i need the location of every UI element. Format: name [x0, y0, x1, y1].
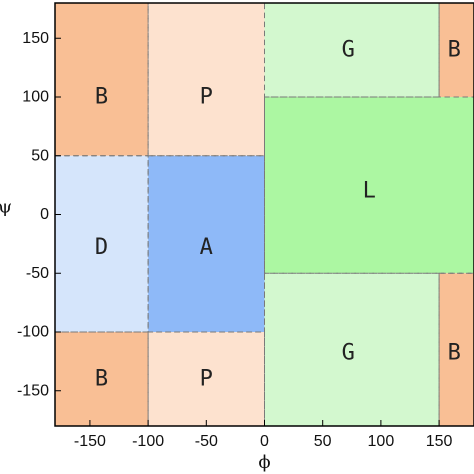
region-boundary-P-bottom — [147, 331, 265, 427]
region-label-P-top: P — [200, 85, 213, 110]
y-tick-label: 150 — [22, 30, 49, 47]
region-label-G-top: G — [342, 38, 355, 63]
region-label-L: L — [363, 179, 376, 204]
region-A — [148, 155, 265, 332]
region-label-G-bottom: G — [342, 341, 355, 366]
region-L — [264, 97, 474, 274]
y-tick-label: -150 — [17, 382, 49, 399]
region-label-B-top-right: B — [448, 38, 461, 63]
region-labels: B P G B L D A G B B P — [95, 38, 461, 392]
region-label-P-bottom: P — [200, 367, 213, 392]
y-tick-label: -50 — [26, 265, 49, 282]
y-tick-label: 100 — [22, 89, 49, 106]
region-G-top — [264, 3, 440, 97]
region-label-B-top-left: B — [95, 85, 108, 110]
region-B-bottom-left — [55, 332, 149, 426]
region-B-top-left — [55, 3, 149, 156]
y-axis-label: ψ — [0, 197, 12, 218]
region-boundary-A — [147, 155, 265, 333]
region-label-B-bottom-right: B — [448, 341, 461, 366]
region-P-top — [148, 3, 265, 156]
region-B-bottom-right — [439, 273, 474, 426]
region-boundary-L — [264, 96, 474, 274]
y-axis-ticks: 150 100 50 0 -50 -100 -150 — [17, 30, 61, 399]
x-tick-label: 0 — [260, 433, 269, 450]
x-tick-label: 100 — [368, 433, 395, 450]
x-tick-label: -100 — [132, 433, 164, 450]
region-label-D: D — [95, 235, 108, 260]
region-D — [55, 155, 149, 332]
region-P-bottom — [148, 332, 265, 426]
y-tick-label: -100 — [17, 324, 49, 341]
region-rects — [55, 3, 474, 426]
region-B-top-right — [439, 3, 474, 97]
region-G-bottom — [264, 273, 440, 426]
x-axis-ticks: -150 -100 -50 0 50 100 150 — [74, 420, 453, 450]
x-tick-label: 50 — [314, 433, 332, 450]
region-label-A: A — [200, 235, 213, 260]
region-label-B-bottom-left: B — [95, 367, 108, 392]
region-boundary-B-bottom-right — [438, 272, 474, 427]
region-boundary-G-top — [264, 2, 440, 98]
y-tick-label: 0 — [40, 206, 49, 223]
x-tick-label: -50 — [195, 433, 218, 450]
x-tick-label: 150 — [426, 433, 453, 450]
y-tick-label: 50 — [31, 147, 49, 164]
x-tick-label: -150 — [74, 433, 106, 450]
x-axis-label: ϕ — [258, 452, 270, 473]
